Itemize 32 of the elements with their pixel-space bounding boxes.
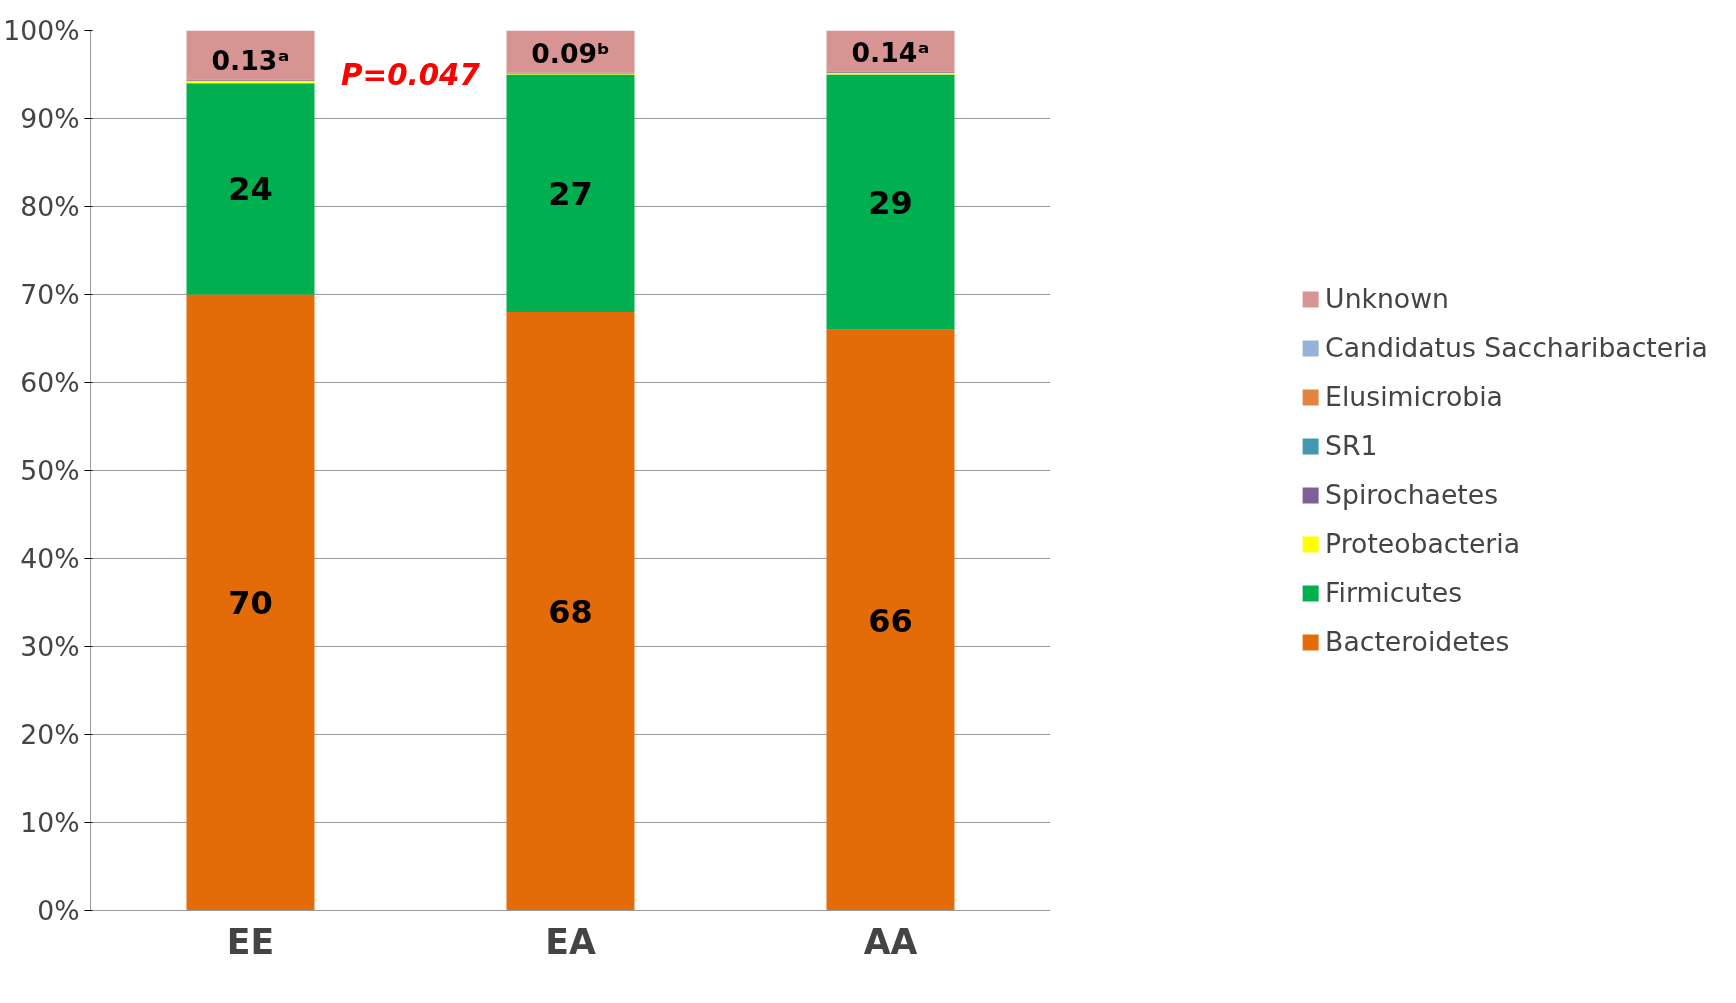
y-tick-label: 80%: [20, 191, 80, 222]
legend-label: Bacteroidetes: [1325, 626, 1510, 657]
legend-label: Proteobacteria: [1325, 528, 1521, 559]
legend-label: SR1: [1325, 430, 1378, 461]
y-tick-label: 60%: [20, 367, 80, 398]
y-tick-label: 50%: [20, 455, 80, 486]
y-tick-label: 40%: [20, 543, 80, 574]
y-tick-label: 100%: [3, 15, 80, 46]
legend-label: Elusimicrobia: [1325, 381, 1503, 412]
y-tick-label: 10%: [20, 807, 80, 838]
data-label: 24: [228, 170, 273, 209]
annotation: P=0.047: [341, 57, 481, 92]
data-label: 0.13ᵃ: [211, 45, 290, 76]
legend-label: Candidatus Saccharibacteria: [1325, 332, 1708, 363]
data-label: 27: [548, 174, 593, 213]
y-tick-label: 90%: [20, 103, 80, 134]
legend-label: Spirochaetes: [1325, 479, 1499, 510]
y-tick-label: 30%: [20, 631, 80, 662]
data-label: 0.09ᵇ: [531, 38, 610, 70]
x-tick-label: EA: [545, 921, 596, 962]
data-label: 70: [228, 584, 273, 622]
legend-label: Firmicutes: [1325, 577, 1463, 608]
y-tick-label: 70%: [20, 279, 80, 310]
data-label: 0.14ᵃ: [851, 36, 930, 68]
legend-label: Unknown: [1325, 283, 1449, 314]
x-tick-label: EE: [226, 921, 275, 962]
data-label: 68: [548, 592, 593, 631]
y-tick-label: 0%: [37, 895, 80, 926]
data-label: 29: [868, 183, 913, 222]
x-tick-label: AA: [863, 921, 918, 962]
data-label: 66: [868, 601, 913, 640]
y-tick-label: 20%: [20, 719, 80, 750]
